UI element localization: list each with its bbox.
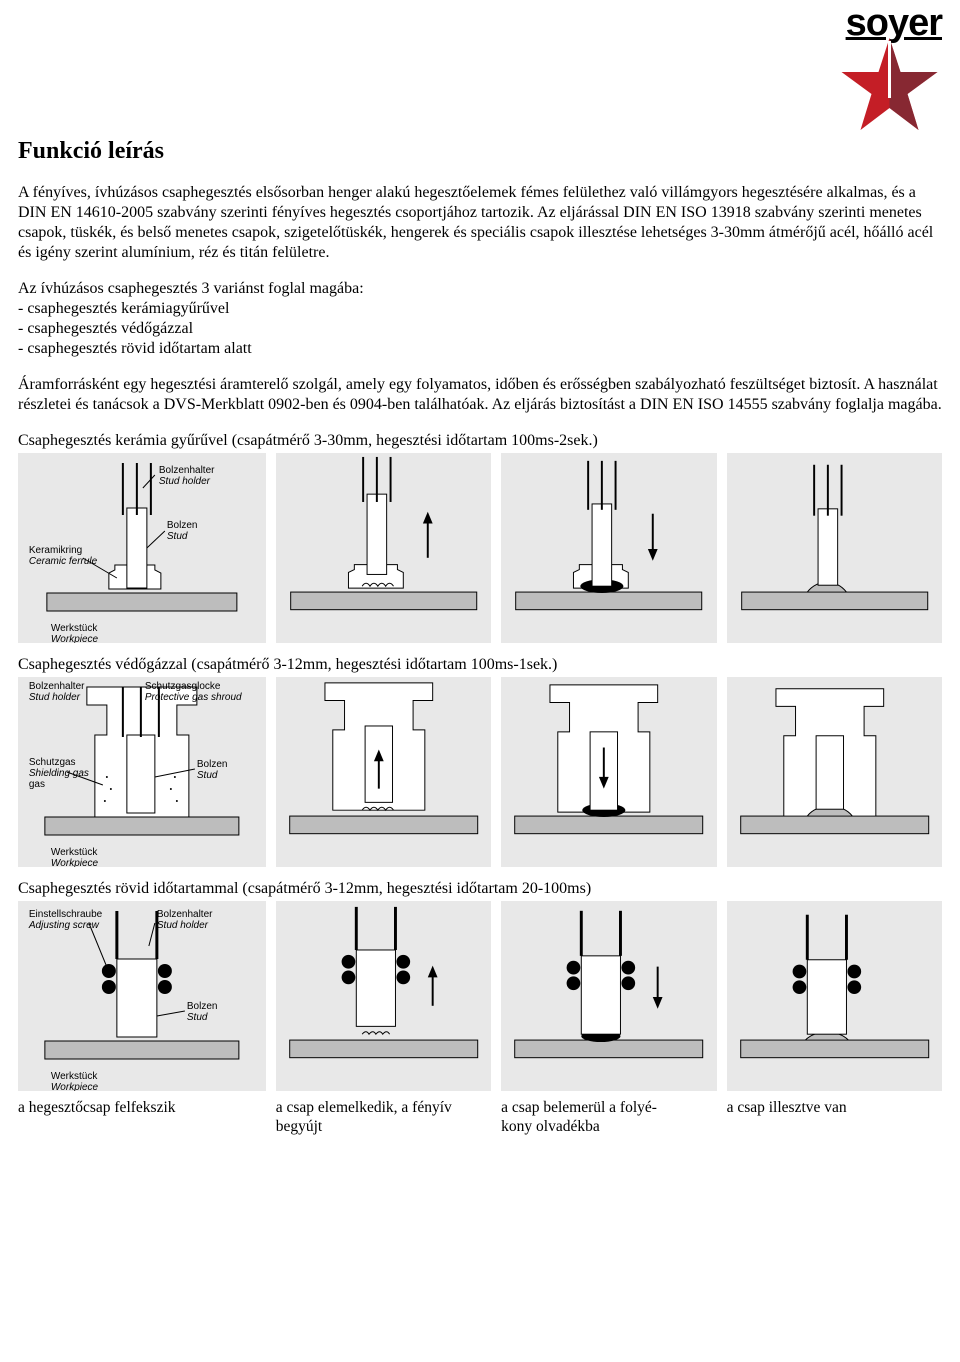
s1-step-4 bbox=[727, 453, 942, 643]
variants-lead: Az ívhúzásos csaphegesztés 3 variánst fo… bbox=[18, 279, 942, 299]
caption-1: a hegesztőcsap felfekszik bbox=[18, 1099, 266, 1136]
intro-paragraph-1: A fényíves, ívhúzásos csaphegesztés első… bbox=[18, 183, 942, 263]
s2-step-2 bbox=[276, 677, 491, 867]
svg-text:Shielding gas: Shielding gas bbox=[29, 768, 89, 779]
variant-2: - csaphegesztés védőgázzal bbox=[18, 319, 942, 339]
s1-step-1: Bolzenhalter Stud holder Bolzen Stud Ker… bbox=[18, 453, 266, 643]
section-2-diagrams: Bolzenhalter Stud holder Schutzgasglocke… bbox=[18, 677, 942, 867]
caption-2: a csap elemelkedik, a fényív begyújt bbox=[276, 1099, 491, 1136]
brand-star-icon bbox=[837, 36, 942, 136]
svg-text:Workpiece: Workpiece bbox=[51, 634, 99, 643]
variant-1: - csaphegesztés kerámiagyűrűvel bbox=[18, 299, 942, 319]
svg-text:Stud: Stud bbox=[167, 531, 188, 542]
section-3-heading: Csaphegesztés rövid időtartammal (csapát… bbox=[18, 879, 942, 899]
s3-step-3 bbox=[501, 901, 716, 1091]
svg-text:Stud: Stud bbox=[187, 1012, 208, 1023]
s3-step-2 bbox=[276, 901, 491, 1091]
svg-text:Bolzen: Bolzen bbox=[187, 1001, 218, 1012]
svg-text:Stud holder: Stud holder bbox=[157, 920, 209, 931]
svg-text:Stud: Stud bbox=[197, 770, 218, 781]
svg-text:Bolzenhalter: Bolzenhalter bbox=[159, 465, 215, 476]
s1-step-3 bbox=[501, 453, 716, 643]
svg-text:Schutzgas: Schutzgas bbox=[29, 757, 76, 768]
svg-text:Werkstück: Werkstück bbox=[51, 1071, 98, 1082]
s1-step-2 bbox=[276, 453, 491, 643]
svg-text:Protective gas shroud: Protective gas shroud bbox=[145, 692, 242, 703]
section-1-diagrams: Bolzenhalter Stud holder Bolzen Stud Ker… bbox=[18, 453, 942, 643]
svg-text:Einstellschraube: Einstellschraube bbox=[29, 909, 103, 920]
svg-text:Adjusting screw: Adjusting screw bbox=[28, 920, 100, 931]
intro-paragraph-3: Áramforrásként egy hegesztési áramterelő… bbox=[18, 375, 942, 415]
section-2-heading: Csaphegesztés védőgázzal (csapátmérő 3-1… bbox=[18, 655, 942, 675]
svg-text:Werkstück: Werkstück bbox=[51, 847, 98, 858]
svg-text:Ceramic ferrule: Ceramic ferrule bbox=[29, 556, 98, 567]
svg-text:Workpiece: Workpiece bbox=[51, 1082, 99, 1091]
svg-text:Stud holder: Stud holder bbox=[29, 692, 81, 703]
captions-row: a hegesztőcsap felfekszik a csap elemelk… bbox=[18, 1099, 942, 1136]
caption-4: a csap illesztve van bbox=[727, 1099, 942, 1136]
svg-text:Bolzenhalter: Bolzenhalter bbox=[29, 681, 85, 692]
caption-3: a csap belemerül a folyé- kony olvadékba bbox=[501, 1099, 716, 1136]
svg-text:Werkstück: Werkstück bbox=[51, 623, 98, 634]
svg-text:Bolzenhalter: Bolzenhalter bbox=[157, 909, 213, 920]
s2-step-3 bbox=[501, 677, 716, 867]
brand-logo: soyer bbox=[772, 4, 942, 141]
svg-text:Keramikring: Keramikring bbox=[29, 545, 82, 556]
s3-step-4 bbox=[727, 901, 942, 1091]
variant-3: - csaphegesztés rövid időtartam alatt bbox=[18, 339, 942, 359]
svg-text:Stud holder: Stud holder bbox=[159, 476, 211, 487]
svg-text:Bolzen: Bolzen bbox=[167, 520, 198, 531]
s2-step-1: Bolzenhalter Stud holder Schutzgasglocke… bbox=[18, 677, 266, 867]
variants-block: Az ívhúzásos csaphegesztés 3 variánst fo… bbox=[18, 279, 942, 359]
section-3-diagrams: Einstellschraube Adjusting screw Bolzenh… bbox=[18, 901, 942, 1091]
svg-text:gas: gas bbox=[29, 779, 45, 790]
svg-text:Workpiece: Workpiece bbox=[51, 858, 99, 867]
svg-text:Schutzgasglocke: Schutzgasglocke bbox=[145, 681, 221, 692]
svg-text:Bolzen: Bolzen bbox=[197, 759, 228, 770]
section-1-heading: Csaphegesztés kerámia gyűrűvel (csapátmé… bbox=[18, 431, 942, 451]
s2-step-4 bbox=[727, 677, 942, 867]
s3-step-1: Einstellschraube Adjusting screw Bolzenh… bbox=[18, 901, 266, 1091]
